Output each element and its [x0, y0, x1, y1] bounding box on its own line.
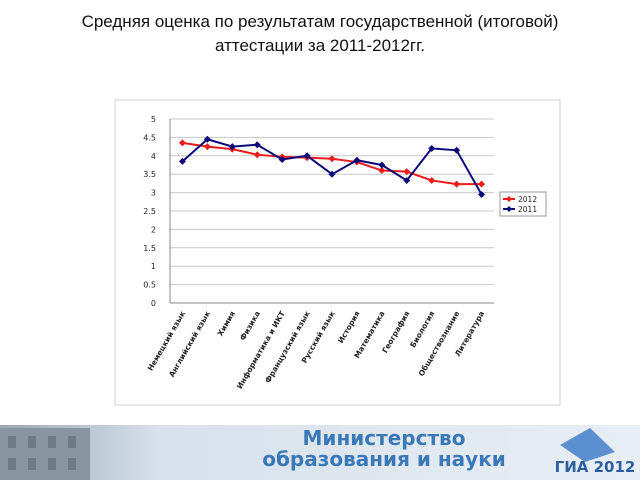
y-tick-label: 2.5: [143, 207, 156, 216]
banner: [0, 425, 640, 480]
y-tick-label: 0: [151, 299, 156, 308]
y-tick-label: 3: [151, 189, 156, 198]
point: [478, 190, 486, 198]
point: [303, 152, 311, 160]
point: [428, 144, 436, 152]
legend-box: [499, 191, 547, 217]
point: [278, 155, 286, 163]
point: [403, 168, 411, 176]
building: [0, 428, 90, 480]
y-tick-label: 2: [151, 225, 156, 234]
y-tick-label: 3.5: [143, 170, 156, 179]
chart-title: Средняя оценка по результатам государств…: [81, 12, 559, 55]
y-tick-label: 4: [151, 152, 156, 161]
y-tick-label: 1.5: [143, 244, 156, 253]
point: [453, 180, 461, 188]
point: [328, 170, 336, 178]
point: [378, 161, 386, 169]
point: [203, 143, 211, 151]
legend-label: 2012: [518, 195, 537, 204]
logo-text: ГИА 2012: [555, 458, 636, 476]
point: [428, 176, 436, 184]
point: [453, 146, 461, 154]
point: [178, 139, 186, 147]
y-tick-label: 5: [151, 115, 156, 124]
y-tick-label: 0.5: [143, 281, 156, 290]
point: [228, 143, 236, 151]
legend-marker: [506, 196, 512, 202]
point: [353, 156, 361, 164]
point: [478, 180, 486, 188]
point: [178, 157, 186, 165]
legend-label: 2011: [518, 205, 537, 214]
point: [253, 141, 261, 149]
point: [328, 155, 336, 163]
ministry-line2: образования и науки: [262, 447, 506, 471]
legend-marker: [506, 206, 512, 212]
point: [203, 135, 211, 143]
point: [253, 151, 261, 159]
chart-frame: [114, 99, 561, 406]
point: [403, 176, 411, 184]
ministry-line1: Министерство: [303, 426, 466, 450]
point: [378, 167, 386, 175]
y-tick-label: 4.5: [143, 133, 156, 142]
y-tick-label: 1: [151, 262, 156, 271]
logo-icon: [560, 428, 615, 462]
